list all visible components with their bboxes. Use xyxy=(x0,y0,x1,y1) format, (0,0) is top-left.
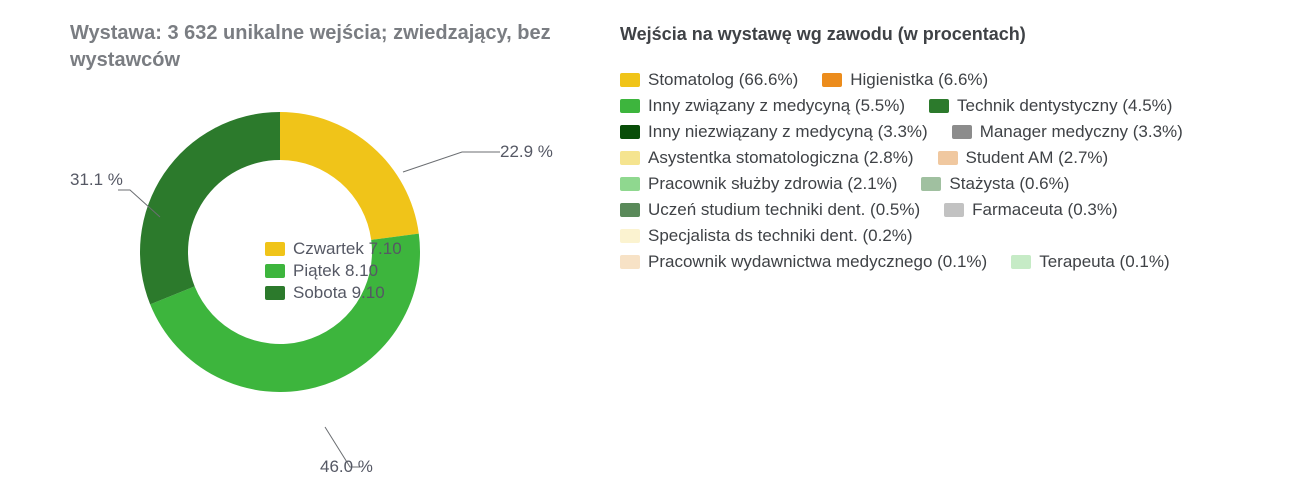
profession-item-5: Manager medyczny (3.3%) xyxy=(952,122,1183,142)
profession-item-14: Terapeuta (0.1%) xyxy=(1011,252,1169,272)
profession-item-12: Specjalista ds techniki dent. (0.2%) xyxy=(620,226,913,246)
donut-panel: Wystawa: 3 632 unikalne wejścia; zwiedza… xyxy=(70,20,590,480)
profession-label-8: Pracownik służby zdrowia (2.1%) xyxy=(648,174,897,194)
profession-swatch-5 xyxy=(952,125,972,139)
profession-swatch-14 xyxy=(1011,255,1031,269)
donut-slice-thu xyxy=(280,112,419,240)
profession-label-6: Asystentka stomatologiczna (2.8%) xyxy=(648,148,914,168)
legend-row-sat: Sobota 9.10 xyxy=(265,283,402,303)
profession-label-7: Student AM (2.7%) xyxy=(966,148,1109,168)
profession-label-3: Technik dentystyczny (4.5%) xyxy=(957,96,1172,116)
pct-label-sat: 31.1 % xyxy=(70,170,123,190)
legend-row-thu: Czwartek 7.10 xyxy=(265,239,402,259)
profession-label-14: Terapeuta (0.1%) xyxy=(1039,252,1169,272)
profession-item-6: Asystentka stomatologiczna (2.8%) xyxy=(620,148,914,168)
profession-label-11: Farmaceuta (0.3%) xyxy=(972,200,1118,220)
donut-slice-sat xyxy=(140,112,280,304)
profession-title: Wejścia na wystawę wg zawodu (w procenta… xyxy=(620,24,1260,45)
profession-item-2: Inny związany z medycyną (5.5%) xyxy=(620,96,905,116)
profession-swatch-0 xyxy=(620,73,640,87)
profession-label-13: Pracownik wydawnictwa medycznego (0.1%) xyxy=(648,252,987,272)
profession-item-10: Uczeń studium techniki dent. (0.5%) xyxy=(620,200,920,220)
profession-label-4: Inny niezwiązany z medycyną (3.3%) xyxy=(648,122,928,142)
legend-row-fri: Piątek 8.10 xyxy=(265,261,402,281)
profession-item-1: Higienistka (6.6%) xyxy=(822,70,988,90)
profession-item-8: Pracownik służby zdrowia (2.1%) xyxy=(620,174,897,194)
profession-swatch-6 xyxy=(620,151,640,165)
profession-item-9: Stażysta (0.6%) xyxy=(921,174,1069,194)
profession-swatch-9 xyxy=(921,177,941,191)
profession-swatch-11 xyxy=(944,203,964,217)
profession-swatch-7 xyxy=(938,151,958,165)
pct-label-thu: 22.9 % xyxy=(500,142,553,162)
profession-item-13: Pracownik wydawnictwa medycznego (0.1%) xyxy=(620,252,987,272)
profession-item-3: Technik dentystyczny (4.5%) xyxy=(929,96,1172,116)
profession-swatch-4 xyxy=(620,125,640,139)
donut-title: Wystawa: 3 632 unikalne wejścia; zwiedza… xyxy=(70,20,590,74)
profession-legend: Stomatolog (66.6%) Higienistka (6.6%) Inny… xyxy=(620,67,1260,275)
swatch-thu xyxy=(265,242,285,256)
profession-label-12: Specjalista ds techniki dent. (0.2%) xyxy=(648,226,913,246)
profession-swatch-2 xyxy=(620,99,640,113)
profession-swatch-1 xyxy=(822,73,842,87)
profession-label-2: Inny związany z medycyną (5.5%) xyxy=(648,96,905,116)
profession-item-7: Student AM (2.7%) xyxy=(938,148,1109,168)
swatch-fri xyxy=(265,264,285,278)
profession-swatch-3 xyxy=(929,99,949,113)
profession-label-0: Stomatolog (66.6%) xyxy=(648,70,798,90)
profession-item-0: Stomatolog (66.6%) xyxy=(620,70,798,90)
profession-item-11: Farmaceuta (0.3%) xyxy=(944,200,1118,220)
pct-label-fri: 46.0 % xyxy=(320,457,373,477)
donut-center-legend: Czwartek 7.10 Piątek 8.10 Sobota 9.10 xyxy=(265,237,402,305)
profession-label-10: Uczeń studium techniki dent. (0.5%) xyxy=(648,200,920,220)
legend-label-thu: Czwartek 7.10 xyxy=(293,239,402,259)
profession-swatch-8 xyxy=(620,177,640,191)
page-root: Wystawa: 3 632 unikalne wejścia; zwiedza… xyxy=(0,0,1300,500)
profession-label-9: Stażysta (0.6%) xyxy=(949,174,1069,194)
donut-wrap: 22.9 % 46.0 % 31.1 % Czwartek 7.10 Piąte… xyxy=(70,82,590,502)
profession-label-1: Higienistka (6.6%) xyxy=(850,70,988,90)
profession-item-4: Inny niezwiązany z medycyną (3.3%) xyxy=(620,122,928,142)
profession-swatch-13 xyxy=(620,255,640,269)
profession-label-5: Manager medyczny (3.3%) xyxy=(980,122,1183,142)
legend-label-sat: Sobota 9.10 xyxy=(293,283,385,303)
legend-label-fri: Piątek 8.10 xyxy=(293,261,378,281)
profession-swatch-10 xyxy=(620,203,640,217)
swatch-sat xyxy=(265,286,285,300)
profession-swatch-12 xyxy=(620,229,640,243)
profession-panel: Wejścia na wystawę wg zawodu (w procenta… xyxy=(590,20,1260,480)
